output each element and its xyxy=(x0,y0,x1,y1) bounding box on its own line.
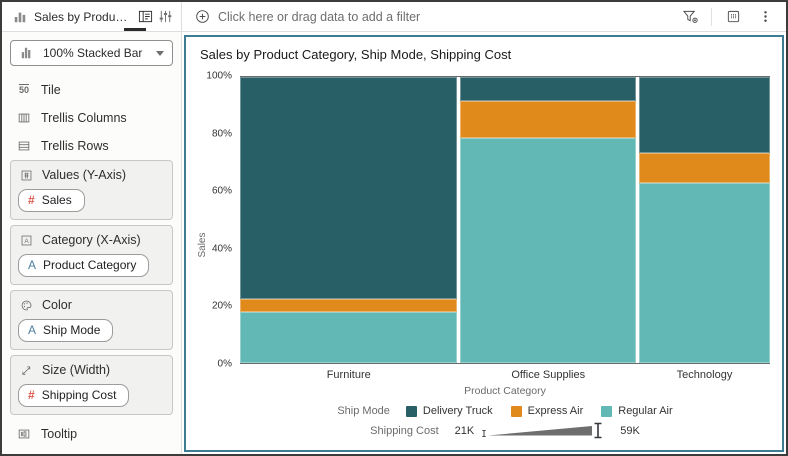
segment-technology-regular-air[interactable] xyxy=(639,182,770,363)
chart-region: 0% 20% 40% 60% 80% 100% Sales xyxy=(197,71,776,370)
plot-area xyxy=(240,76,770,364)
top-bar: Sales by Product Ca... Click here or dra… xyxy=(2,2,786,32)
segment-office-supplies-regular-air[interactable] xyxy=(460,138,636,363)
x-tick-label-furniture: Furniture xyxy=(326,369,371,381)
size-width-icon xyxy=(18,362,34,378)
pill-sales[interactable]: # Sales xyxy=(18,189,85,212)
category-axis-icon: A xyxy=(18,232,34,248)
bar-furniture[interactable] xyxy=(240,77,458,363)
sidebar-item-trellis-rows[interactable]: Trellis Rows xyxy=(2,132,181,160)
values-axis-icon xyxy=(18,167,34,183)
chevron-down-icon xyxy=(156,50,164,56)
y-tick-label-60-: 60% xyxy=(211,185,232,197)
tab-title: Sales by Product Ca... xyxy=(34,9,129,24)
y-tick-label-20-: 20% xyxy=(211,300,232,312)
tile-icon: 50 xyxy=(18,85,29,95)
size-legend-caption: Shipping Cost xyxy=(370,425,439,437)
legend-item-express-air[interactable]: Express Air xyxy=(510,405,584,417)
y-tick-label-0-: 0% xyxy=(217,358,232,370)
segment-technology-delivery-truck[interactable] xyxy=(639,77,770,153)
size-legend-min: 21K xyxy=(454,425,475,437)
legend-label-express-air: Express Air xyxy=(527,405,584,417)
segment-office-supplies-express-air[interactable] xyxy=(460,101,636,139)
x-axis-title: Product Category xyxy=(464,385,546,397)
legend: Ship Mode Delivery Truck Express Air Regul… xyxy=(240,397,770,440)
color-legend-items: Delivery Truck Express Air Regular Air xyxy=(405,405,673,417)
tooltip-icon xyxy=(16,426,32,442)
measure-icon: # xyxy=(28,193,35,207)
stacked-bar-icon xyxy=(19,45,35,61)
chart-title: Sales by Product Category, Ship Mode, Sh… xyxy=(200,47,512,62)
drop-zone-color[interactable]: Color A Ship Mode xyxy=(10,290,173,350)
bar-office-supplies[interactable] xyxy=(460,77,636,363)
x-tick-label-technology: Technology xyxy=(676,369,733,381)
legend-swatch-regular-air xyxy=(601,405,613,417)
bar-chart-icon xyxy=(12,9,28,25)
add-filter-bar[interactable]: Click here or drag data to add a filter xyxy=(182,2,673,31)
segment-technology-express-air[interactable] xyxy=(639,152,770,183)
grammar-panel-icon[interactable] xyxy=(135,6,155,28)
x-axis-labels: Furniture Office Supplies Technology xyxy=(240,364,770,381)
grammar-panel: 100% Stacked Bar 50 Tile Trellis Columns… xyxy=(2,32,182,454)
sidebar-item-tooltip[interactable]: Tooltip xyxy=(2,420,181,448)
size-legend: Shipping Cost 21K 59K xyxy=(370,422,640,440)
sidebar-item-detail[interactable]: Detail xyxy=(2,448,181,454)
legend-swatch-delivery-truck xyxy=(405,405,417,417)
legend-label-delivery-truck: Delivery Truck xyxy=(422,405,493,417)
drop-zone-category[interactable]: A Category (X-Axis) A Product Category xyxy=(10,225,173,285)
drop-zone-values[interactable]: Values (Y-Axis) # Sales xyxy=(10,160,173,220)
sidebar-item-trellis-columns[interactable]: Trellis Columns xyxy=(2,104,181,132)
y-axis: 0% 20% 40% 60% 80% 100% Sales xyxy=(197,71,240,370)
x-tick-label-office-supplies: Office Supplies xyxy=(511,369,586,381)
legend-swatch-express-air xyxy=(510,405,522,417)
y-axis-ticks: 0% 20% 40% 60% 80% 100% xyxy=(198,71,240,370)
toolbar-divider xyxy=(711,7,712,26)
active-tab-underline xyxy=(124,28,146,31)
pill-ship-mode[interactable]: A Ship Mode xyxy=(18,319,114,342)
visualization-tab[interactable]: Sales by Product Ca... xyxy=(2,2,182,31)
trellis-rows-icon xyxy=(16,138,32,154)
segment-furniture-regular-air[interactable] xyxy=(240,311,458,363)
filter-prompt: Click here or drag data to add a filter xyxy=(218,9,421,24)
chart-type-select[interactable]: 100% Stacked Bar xyxy=(10,40,173,66)
size-legend-wedge xyxy=(482,422,602,439)
canvas-area: Sales by Product Category, Ship Mode, Sh… xyxy=(182,32,786,454)
color-palette-icon xyxy=(18,297,34,313)
segment-office-supplies-delivery-truck[interactable] xyxy=(460,77,636,102)
bar-technology[interactable] xyxy=(639,77,770,363)
pill-product-category[interactable]: A Product Category xyxy=(18,254,150,277)
segment-furniture-express-air[interactable] xyxy=(240,298,458,312)
kebab-menu-icon[interactable] xyxy=(754,6,776,28)
sidebar-item-tile[interactable]: 50 Tile xyxy=(2,76,181,104)
y-axis-title: Sales xyxy=(197,232,208,258)
add-filter-icon xyxy=(194,9,210,25)
pill-shipping-cost[interactable]: # Shipping Cost xyxy=(18,384,130,407)
size-legend-max: 59K xyxy=(620,425,640,437)
legend-label-regular-air: Regular Air xyxy=(618,405,673,417)
legend-item-regular-air[interactable]: Regular Air xyxy=(601,405,673,417)
console-grid-icon[interactable] xyxy=(722,6,744,28)
attribute-icon: A xyxy=(28,323,37,337)
color-legend: Ship Mode Delivery Truck Express Air Regul… xyxy=(337,405,672,417)
top-right-actions xyxy=(673,2,786,31)
y-tick-label-80-: 80% xyxy=(211,128,232,140)
legend-item-delivery-truck[interactable]: Delivery Truck xyxy=(405,405,493,417)
chart-type-value: 100% Stacked Bar xyxy=(43,46,143,60)
visualization-panel[interactable]: Sales by Product Category, Ship Mode, Sh… xyxy=(184,35,784,452)
segment-furniture-delivery-truck[interactable] xyxy=(240,77,458,299)
settings-sliders-icon[interactable] xyxy=(155,6,175,28)
svg-text:A: A xyxy=(24,237,29,244)
y-tick-label-100-: 100% xyxy=(206,70,232,82)
filter-options-icon[interactable] xyxy=(679,6,701,28)
drop-zone-size[interactable]: Size (Width) # Shipping Cost xyxy=(10,355,173,415)
trellis-columns-icon xyxy=(16,110,32,126)
y-tick-label-40-: 40% xyxy=(211,243,232,255)
attribute-icon: A xyxy=(28,258,37,272)
color-legend-caption: Ship Mode xyxy=(337,405,390,417)
measure-icon: # xyxy=(28,388,35,402)
